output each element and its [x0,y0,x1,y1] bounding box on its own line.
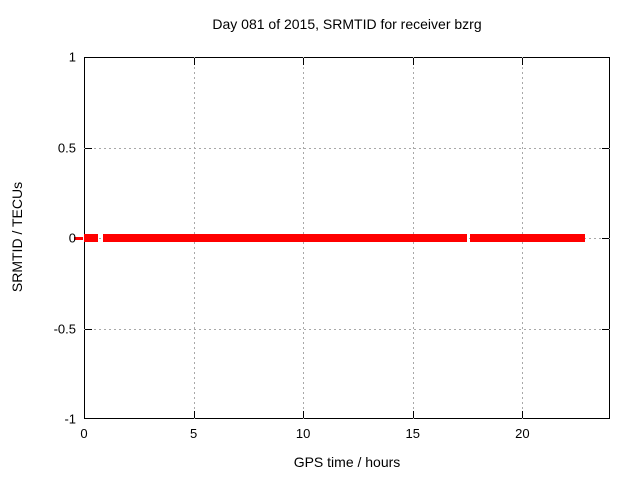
x-tick-mark-bottom [522,411,524,418]
x-tick-mark-top [522,58,524,65]
y-tick-label-0.5: 0.5 [57,140,76,155]
y-tick-mark-left [85,328,92,330]
y-tick-mark-right [602,147,609,149]
data-series-segment [103,234,468,242]
x-tick-mark-bottom [193,411,195,418]
gridline-y--0.5 [84,328,610,330]
data-series-edge-dash [73,236,83,240]
gridline-y-0.5 [84,147,610,149]
y-axis-label: SRMTID / TECUs [9,181,25,293]
x-tick-mark-top [193,58,195,65]
x-tick-label-0: 0 [80,426,88,441]
x-tick-label-20: 20 [515,426,530,441]
y-tick-label--0.5: -0.5 [53,321,76,336]
x-tick-mark-bottom [303,411,305,418]
y-tick-label-0: 0 [68,230,76,246]
x-tick-mark-bottom [412,411,414,418]
plot-area [73,57,610,419]
x-tick-label-10: 10 [295,426,311,441]
x-tick-label-5: 5 [189,426,198,441]
x-axis-label: GPS time / hours [293,454,401,470]
y-tick-mark-left [85,147,92,149]
y-tick-label--1: -1 [64,411,76,427]
y-tick-mark-right [602,328,609,330]
chart-title: Day 081 of 2015, SRMTID for receiver bzr… [212,16,482,32]
x-tick-mark-top [412,58,414,65]
x-tick-mark-top [303,58,305,65]
y-tick-label-1: 1 [68,49,76,65]
data-series-segment [469,234,585,242]
data-series-segment [84,234,99,242]
x-tick-label-15: 15 [405,426,420,441]
y-tick-mark-right [602,238,609,239]
